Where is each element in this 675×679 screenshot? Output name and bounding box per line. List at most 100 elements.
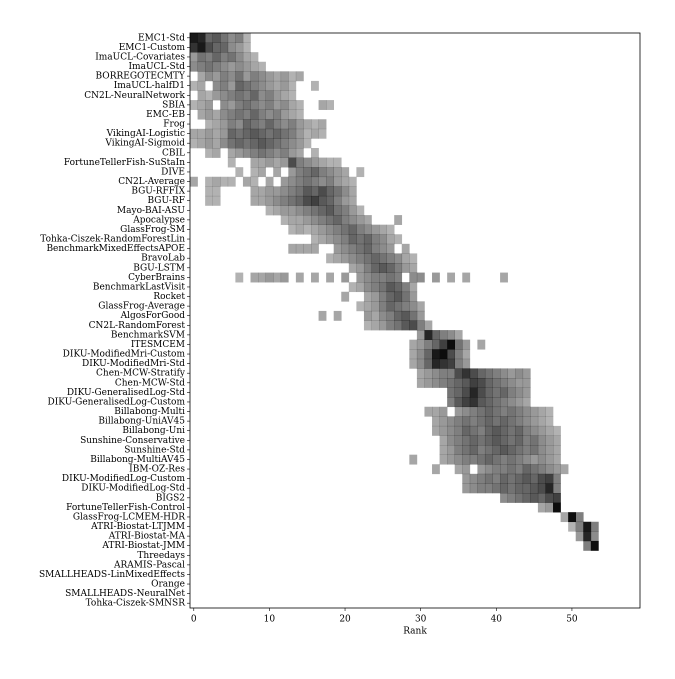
- heatmap-cell: [318, 234, 327, 245]
- heatmap-cell: [341, 215, 350, 225]
- heatmap-cell: [500, 416, 508, 427]
- heatmap-cell: [507, 454, 516, 465]
- heatmap-cell: [295, 243, 304, 254]
- heatmap-cell: [394, 253, 403, 264]
- heatmap-cell: [553, 425, 561, 436]
- heatmap-cell: [303, 176, 312, 187]
- y-tick-label: CN2L-RandomForest: [89, 321, 186, 331]
- heatmap-cell: [205, 90, 213, 101]
- heatmap-cell: [447, 416, 456, 427]
- heatmap-cell: [379, 224, 387, 235]
- heatmap-cell: [484, 416, 493, 427]
- heatmap-cell: [386, 243, 395, 254]
- heatmap-cell: [371, 272, 380, 283]
- heatmap-cell: [280, 80, 289, 91]
- heatmap-cell: [515, 454, 524, 465]
- heatmap-cell: [484, 435, 493, 446]
- heatmap-cell: [311, 243, 319, 254]
- heatmap-cell: [288, 80, 297, 91]
- heatmap-cell: [545, 454, 554, 465]
- heatmap-cell: [477, 406, 486, 417]
- heatmap-cell: [416, 272, 425, 283]
- heatmap-cell: [235, 80, 244, 91]
- heatmap-cell: [371, 291, 380, 302]
- heatmap-cell: [432, 406, 440, 417]
- heatmap-cell: [477, 464, 486, 475]
- heatmap-cell: [409, 291, 418, 302]
- y-tick-label: BORREGOTECMTY: [96, 72, 187, 82]
- y-tick-label: DIKU-ModifiedLog-Custom: [62, 474, 186, 484]
- y-tick-label: Billabong-Uni: [122, 426, 185, 436]
- heatmap-cell: [212, 52, 221, 63]
- heatmap-cell: [333, 224, 342, 235]
- heatmap-cell: [341, 234, 350, 245]
- heatmap-cell: [507, 493, 516, 503]
- heatmap-cell: [311, 167, 319, 178]
- heatmap-cell: [409, 358, 418, 369]
- heatmap-cell: [553, 483, 561, 494]
- heatmap-cell: [515, 483, 524, 494]
- heatmap-cell: [197, 80, 206, 91]
- heatmap-cell: [492, 445, 501, 455]
- heatmap-cell: [454, 445, 463, 455]
- heatmap-cell: [220, 100, 229, 110]
- heatmap-cell: [288, 90, 297, 101]
- heatmap-cell: [258, 61, 266, 72]
- heatmap-cell: [348, 282, 357, 293]
- heatmap-cell: [227, 33, 236, 43]
- heatmap-cell: [295, 138, 304, 149]
- heatmap-cell: [432, 425, 440, 436]
- heatmap-cell: [477, 473, 486, 484]
- heatmap-cell: [379, 243, 387, 254]
- heatmap-cell: [333, 195, 342, 206]
- heatmap-cell: [220, 119, 229, 130]
- heatmap-cell: [522, 464, 531, 475]
- heatmap-cell: [515, 435, 524, 446]
- heatmap-cell: [227, 148, 236, 158]
- heatmap-cell: [545, 483, 554, 494]
- heatmap-cell: [242, 71, 251, 82]
- heatmap-cell: [348, 205, 357, 216]
- heatmap-cell: [212, 176, 221, 187]
- heatmap-cell: [295, 71, 304, 82]
- heatmap-cell: [273, 138, 282, 149]
- heatmap-cell: [242, 100, 251, 110]
- heatmap-cell: [379, 272, 387, 283]
- heatmap-cell: [447, 349, 456, 360]
- heatmap-cell: [507, 483, 516, 494]
- heatmap-cell: [371, 243, 380, 254]
- heatmap-cell: [492, 483, 501, 494]
- y-tick-label: EMC-EB: [146, 110, 185, 120]
- heatmap-cell: [530, 493, 539, 503]
- heatmap-cell: [295, 176, 304, 187]
- heatmap-cell: [522, 483, 531, 494]
- heatmap-cell: [500, 483, 508, 494]
- heatmap-cell: [401, 253, 410, 264]
- y-tick-label: ATRI-Biostat-LTJMM: [90, 522, 185, 532]
- heatmap-cell: [326, 100, 334, 110]
- heatmap-cell: [507, 435, 516, 446]
- heatmap-cell: [303, 215, 312, 225]
- heatmap-cell: [500, 435, 508, 446]
- heatmap-cell: [432, 358, 440, 369]
- heatmap-cell: [492, 464, 501, 475]
- heatmap-cell: [265, 119, 274, 130]
- heatmap-cell: [341, 167, 350, 178]
- heatmap-cell: [295, 128, 304, 139]
- heatmap-cell: [401, 243, 410, 254]
- heatmap-cell: [311, 128, 319, 139]
- heatmap-cell: [273, 148, 282, 158]
- heatmap-cell: [462, 425, 471, 436]
- heatmap-cell: [454, 378, 463, 388]
- heatmap-cell: [522, 387, 531, 398]
- heatmap-cell: [318, 310, 327, 321]
- heatmap-cell: [212, 148, 221, 158]
- y-tick-label: BenchmarkMixedEffectsAPOE: [46, 244, 185, 254]
- heatmap-cell: [288, 215, 297, 225]
- heatmap-cell: [326, 215, 334, 225]
- y-tick-label: GlassFrog-SM: [120, 225, 185, 235]
- heatmap-cell: [273, 157, 282, 168]
- heatmap-cell: [439, 349, 448, 360]
- heatmap-cell: [462, 445, 471, 455]
